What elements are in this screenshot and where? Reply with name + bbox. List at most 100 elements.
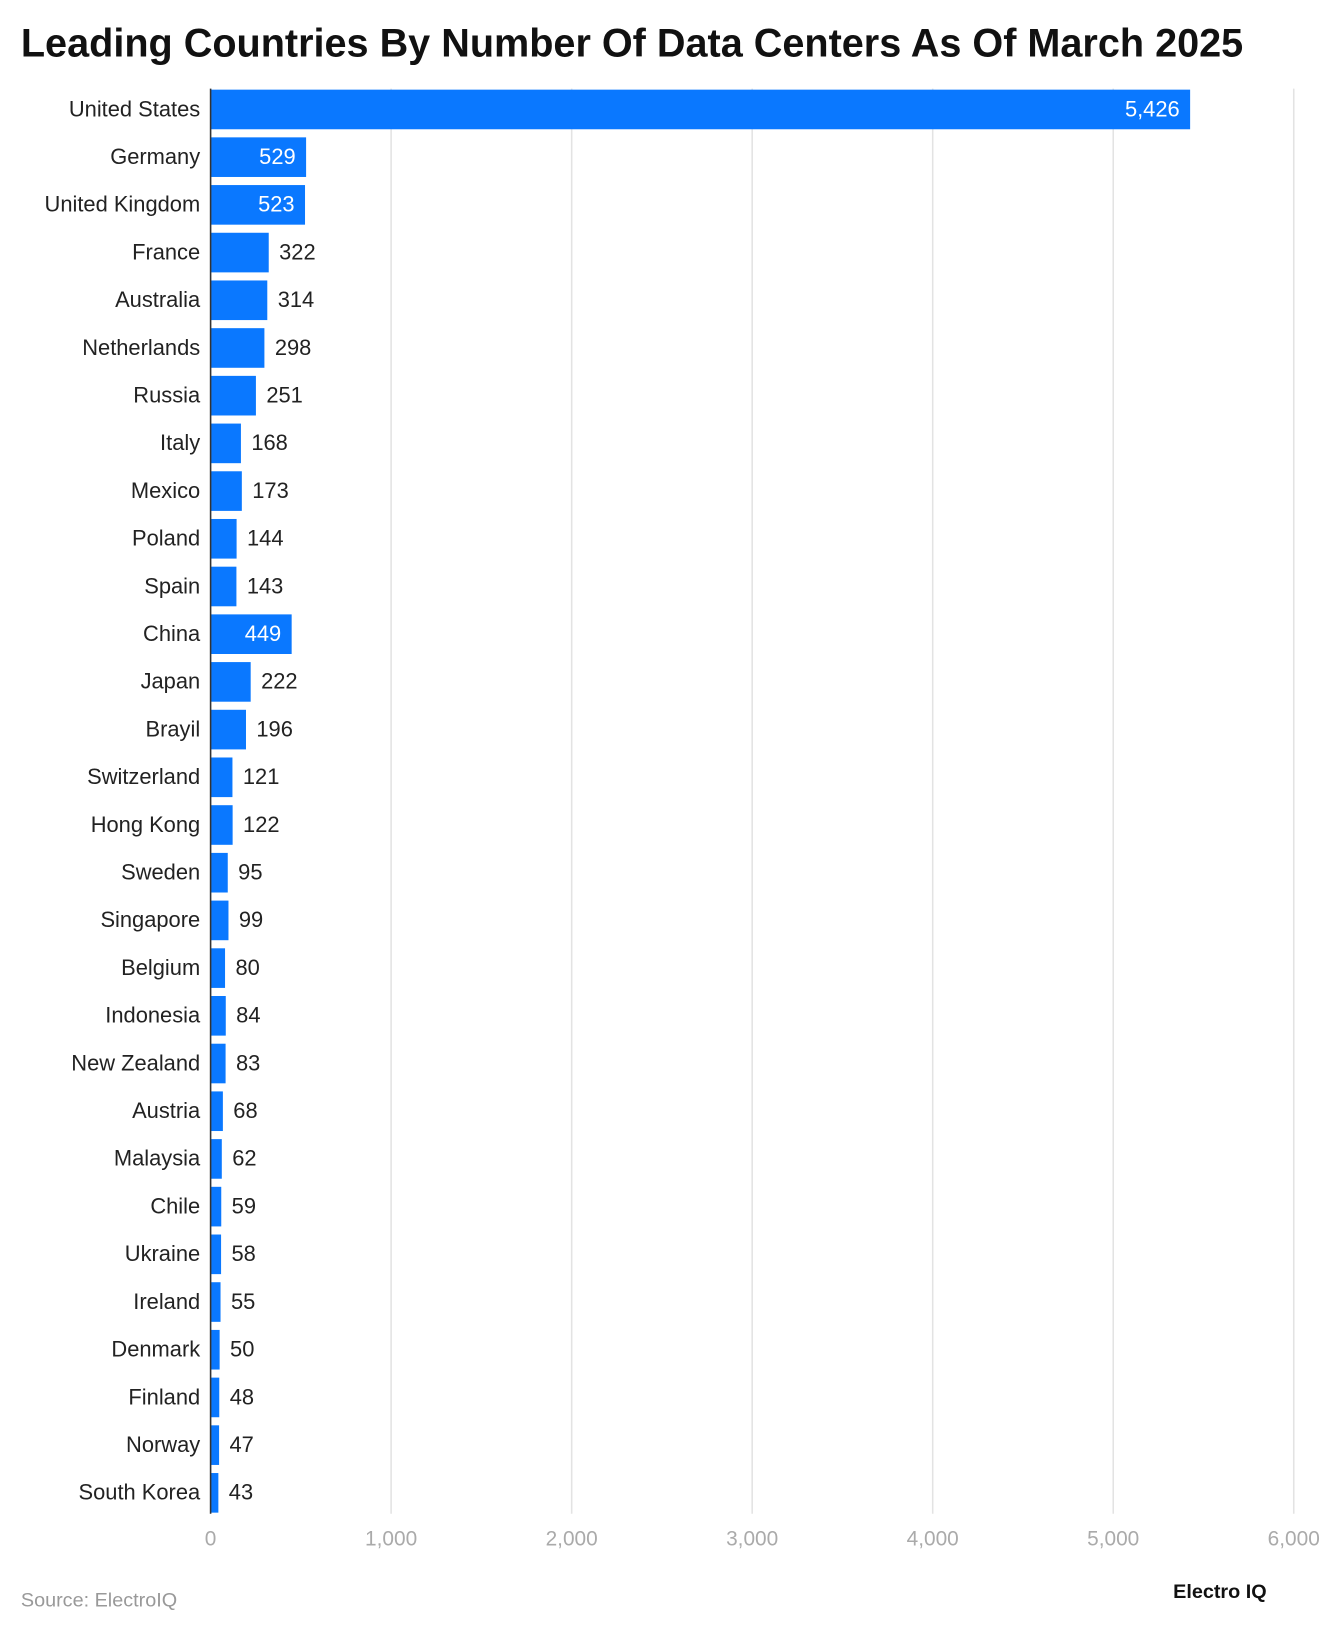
y-tick-label: Brayil <box>145 716 200 741</box>
bar <box>210 423 241 464</box>
value-label: 143 <box>247 573 284 598</box>
value-label: 173 <box>252 478 289 503</box>
value-label: 68 <box>233 1098 257 1123</box>
value-label: 251 <box>266 383 303 408</box>
y-tick-label: Indonesia <box>105 1003 201 1028</box>
bar <box>210 852 228 893</box>
value-label: 55 <box>231 1289 255 1314</box>
value-label: 48 <box>230 1384 254 1409</box>
bar <box>210 900 229 941</box>
y-tick-label: Italy <box>160 430 200 455</box>
bar <box>210 1043 226 1084</box>
x-tick-label: 5,000 <box>1087 1527 1139 1550</box>
bar <box>210 137 307 177</box>
value-label: 122 <box>243 812 280 837</box>
y-tick-label: Spain <box>144 573 200 598</box>
value-label: 83 <box>236 1050 260 1075</box>
y-tick-label: Japan <box>141 669 201 694</box>
y-tick-label: France <box>132 239 200 264</box>
y-tick-label: Chile <box>150 1193 200 1218</box>
bar <box>210 614 292 654</box>
bar <box>210 518 237 559</box>
value-label: 144 <box>247 526 284 551</box>
bar <box>210 1329 220 1370</box>
y-tick-label: Finland <box>128 1384 200 1409</box>
bar <box>210 328 265 368</box>
y-tick-label: Netherlands <box>82 335 200 360</box>
bar <box>210 1473 219 1513</box>
bar <box>210 709 246 750</box>
y-tick-label: United Kingdom <box>45 192 201 217</box>
source: Source: ElectroIQ <box>21 1589 177 1611</box>
value-label: 5,426 <box>1125 96 1180 121</box>
value-label: 50 <box>230 1337 254 1362</box>
y-tick-label: Australia <box>115 287 201 312</box>
y-tick-label: Switzerland <box>87 764 200 789</box>
value-label: 95 <box>238 860 262 885</box>
value-label: 314 <box>278 287 315 312</box>
bar <box>210 185 306 225</box>
y-tick-label: China <box>143 621 201 646</box>
y-tick-label: New Zealand <box>71 1050 200 1075</box>
value-label: 168 <box>251 430 288 455</box>
value-label: 43 <box>229 1480 253 1505</box>
value-label: 80 <box>235 955 259 980</box>
x-tick-label: 0 <box>205 1527 217 1550</box>
brand: Electro IQ <box>1173 1581 1267 1603</box>
y-tick-label: Ireland <box>133 1289 200 1314</box>
bar <box>210 1425 220 1465</box>
bar <box>210 1186 222 1227</box>
x-tick-label: 1,000 <box>365 1527 417 1550</box>
y-tick-label: Norway <box>126 1432 200 1457</box>
x-tick-label: 6,000 <box>1268 1527 1320 1550</box>
y-tick-label: Malaysia <box>114 1146 201 1171</box>
y-tick-label: Sweden <box>121 860 200 885</box>
bar <box>210 471 242 511</box>
bar <box>210 996 226 1036</box>
bar <box>210 1139 222 1179</box>
value-label: 47 <box>230 1432 254 1457</box>
bar <box>210 757 233 798</box>
y-tick-label: Mexico <box>131 478 200 503</box>
bar <box>210 805 233 845</box>
y-tick-label: Singapore <box>100 907 200 932</box>
value-label: 523 <box>258 192 295 217</box>
y-tick-label: Russia <box>133 383 201 408</box>
y-tick-label: Austria <box>132 1098 201 1123</box>
y-tick-label: United States <box>69 96 200 121</box>
value-label: 62 <box>232 1146 256 1171</box>
bar <box>210 375 256 416</box>
bar <box>210 1091 223 1132</box>
bar <box>210 566 237 607</box>
bar <box>210 948 226 988</box>
value-label: 196 <box>256 716 293 741</box>
value-label: 59 <box>232 1193 256 1218</box>
bar <box>210 280 268 321</box>
y-tick-label: South Korea <box>79 1480 201 1505</box>
value-label: 58 <box>231 1241 255 1266</box>
bar <box>210 1234 222 1275</box>
y-tick-label: Germany <box>110 144 200 169</box>
chart-title: Leading Countries By Number Of Data Cent… <box>21 21 1243 65</box>
bar <box>210 1377 220 1418</box>
bar <box>210 662 251 702</box>
value-label: 222 <box>261 669 298 694</box>
y-tick-label: Ukraine <box>125 1241 200 1266</box>
value-label: 322 <box>279 239 316 264</box>
bar <box>210 89 1191 130</box>
bar <box>210 232 269 273</box>
x-tick-label: 4,000 <box>907 1527 959 1550</box>
value-label: 99 <box>239 907 263 932</box>
value-label: 298 <box>275 335 312 360</box>
y-tick-label: Belgium <box>121 955 200 980</box>
y-tick-label: Hong Kong <box>91 812 200 837</box>
y-tick-label: Denmark <box>111 1337 200 1362</box>
value-label: 84 <box>236 1003 260 1028</box>
value-label: 121 <box>243 764 280 789</box>
value-label: 529 <box>259 144 296 169</box>
value-label: 449 <box>245 621 282 646</box>
x-tick-label: 3,000 <box>726 1527 778 1550</box>
bar <box>210 1282 221 1322</box>
